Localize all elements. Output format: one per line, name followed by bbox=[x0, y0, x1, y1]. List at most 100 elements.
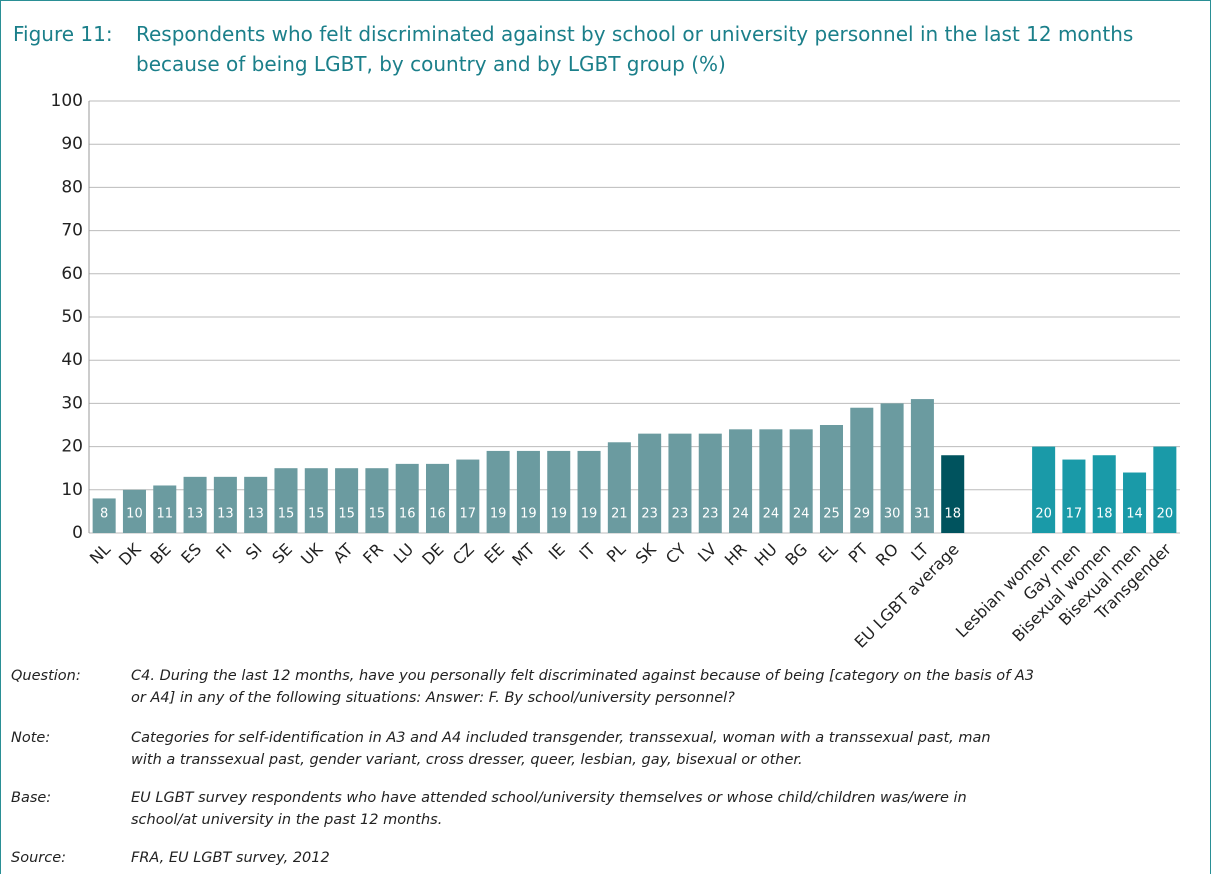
bar bbox=[92, 498, 116, 533]
note-text: FRA, EU LGBT survey, 2012 bbox=[131, 847, 330, 869]
bar bbox=[698, 433, 722, 533]
value-label: 20 bbox=[1157, 507, 1174, 522]
value-label: 17 bbox=[460, 507, 477, 522]
bar bbox=[274, 468, 298, 533]
x-tick-label: UK bbox=[297, 539, 326, 568]
x-tick-label: FR bbox=[359, 540, 387, 568]
x-tick-label: LV bbox=[694, 540, 720, 566]
bar bbox=[1032, 446, 1056, 533]
chart: 0 10 20 30 40 50 60 70 80 90 100 NL 8 DK 10 BE 11 ES 13 FI 1… bbox=[51, 91, 1180, 652]
note-label: Base: bbox=[11, 790, 52, 806]
note-text: C4. During the last 12 months, have you … bbox=[131, 665, 1034, 709]
bar bbox=[577, 450, 601, 533]
bar bbox=[547, 450, 571, 533]
x-tick-label: BG bbox=[781, 540, 811, 570]
figure-label: Figure 11: bbox=[13, 22, 113, 46]
note-text: EU LGBT survey respondents who have atte… bbox=[131, 787, 967, 831]
bar bbox=[335, 468, 359, 533]
value-label: 13 bbox=[187, 507, 204, 522]
value-label: 13 bbox=[217, 507, 234, 522]
x-tick-label: DE bbox=[418, 540, 447, 569]
y-tick-label: 10 bbox=[61, 480, 83, 500]
bar bbox=[607, 442, 631, 533]
x-tick-label: SE bbox=[268, 540, 296, 568]
value-label: 17 bbox=[1066, 507, 1083, 522]
value-label: 10 bbox=[126, 507, 143, 522]
bar bbox=[941, 455, 965, 533]
value-label: 23 bbox=[702, 507, 719, 522]
x-tick-label: IT bbox=[575, 539, 599, 563]
bar bbox=[153, 485, 177, 533]
bar bbox=[425, 463, 450, 533]
bar bbox=[880, 403, 904, 533]
bar bbox=[456, 459, 480, 533]
y-tick-label: 40 bbox=[61, 350, 83, 370]
value-label: 13 bbox=[247, 507, 264, 522]
value-label: 19 bbox=[520, 507, 537, 522]
bar bbox=[1153, 446, 1177, 533]
value-label: 18 bbox=[944, 507, 961, 522]
note-line: with a transsexual past, gender variant,… bbox=[131, 752, 803, 768]
value-label: 15 bbox=[278, 507, 295, 522]
value-label: 18 bbox=[1096, 507, 1113, 522]
x-tick-label: AT bbox=[329, 539, 356, 566]
value-label: 19 bbox=[490, 507, 507, 522]
x-tick-label: SI bbox=[242, 540, 266, 564]
bar bbox=[122, 489, 146, 533]
x-tick-label: SK bbox=[632, 539, 660, 567]
note-line: Categories for self-identification in A3… bbox=[131, 730, 991, 746]
bar bbox=[638, 433, 662, 533]
x-tick-label: RO bbox=[872, 540, 902, 570]
x-tick-label: EE bbox=[480, 540, 508, 568]
note-line: C4. During the last 12 months, have you … bbox=[131, 668, 1035, 684]
bar bbox=[850, 407, 874, 533]
note-label: Question: bbox=[11, 668, 81, 684]
value-label: 19 bbox=[550, 507, 567, 522]
value-label: 23 bbox=[672, 507, 689, 522]
note-line: FRA, EU LGBT survey, 2012 bbox=[131, 850, 330, 866]
value-label: 15 bbox=[369, 507, 386, 522]
value-label: 20 bbox=[1035, 507, 1052, 522]
title-line: Respondents who felt discriminated again… bbox=[136, 22, 1134, 46]
value-label: 16 bbox=[429, 507, 446, 522]
bar bbox=[365, 468, 389, 533]
y-tick-label: 90 bbox=[61, 134, 83, 154]
x-tick-label: LU bbox=[390, 540, 417, 567]
bar bbox=[244, 476, 268, 533]
x-tick-label: MT bbox=[508, 539, 538, 569]
value-label: 11 bbox=[156, 507, 173, 522]
bar bbox=[1123, 472, 1147, 533]
value-label: 23 bbox=[641, 507, 658, 522]
value-label: 29 bbox=[854, 507, 871, 522]
value-label: 25 bbox=[823, 507, 840, 522]
x-tick-label: CY bbox=[662, 539, 690, 567]
y-tick-label: 0 bbox=[72, 523, 83, 543]
x-tick-label: BE bbox=[146, 540, 174, 568]
x-tick-label: PT bbox=[845, 539, 872, 566]
bar bbox=[395, 463, 419, 533]
bar bbox=[1062, 459, 1086, 533]
y-tick-label: 70 bbox=[61, 221, 83, 241]
bar bbox=[304, 468, 328, 533]
x-tick-label: EL bbox=[815, 540, 842, 567]
note-text: Categories for self-identification in A3… bbox=[131, 727, 991, 771]
note-line: EU LGBT survey respondents who have atte… bbox=[131, 790, 967, 806]
value-label: 31 bbox=[914, 507, 931, 522]
y-tick-label: 20 bbox=[61, 437, 83, 457]
bar bbox=[516, 450, 540, 533]
value-label: 21 bbox=[611, 507, 628, 522]
bar bbox=[668, 433, 692, 533]
value-label: 8 bbox=[100, 507, 108, 522]
chart-title: Respondents who felt discriminated again… bbox=[136, 19, 1206, 79]
bar bbox=[910, 399, 934, 533]
note-line: or A4] in any of the following situation… bbox=[131, 690, 735, 706]
value-label: 24 bbox=[793, 507, 810, 522]
bar bbox=[1092, 455, 1116, 533]
value-label: 30 bbox=[884, 507, 901, 522]
x-tick-label: HR bbox=[721, 540, 751, 570]
x-tick-label: FI bbox=[212, 540, 235, 563]
y-tick-label: 80 bbox=[61, 177, 83, 197]
y-tick-label: 50 bbox=[61, 307, 83, 327]
x-tick-label: IE bbox=[545, 540, 569, 564]
y-tick-label: 100 bbox=[51, 91, 83, 111]
